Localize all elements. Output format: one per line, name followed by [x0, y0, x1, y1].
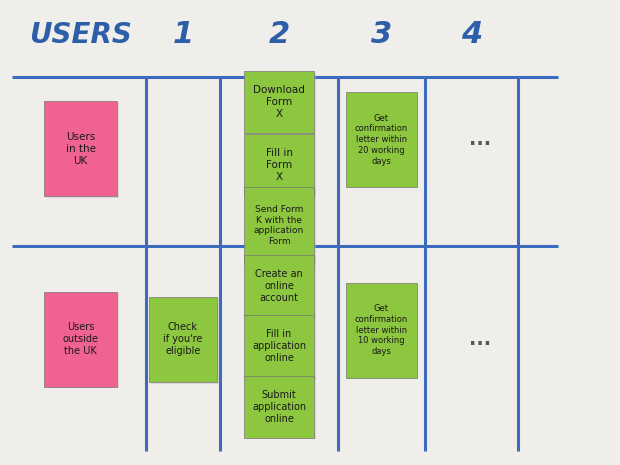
FancyBboxPatch shape [43, 292, 118, 387]
Text: USERS: USERS [29, 21, 132, 49]
Text: Download
Form
X: Download Form X [253, 85, 305, 120]
Text: ...: ... [469, 330, 492, 349]
FancyBboxPatch shape [149, 297, 217, 382]
Text: Send Form
K with the
application
Form: Send Form K with the application Form [254, 205, 304, 246]
FancyBboxPatch shape [244, 134, 314, 196]
FancyBboxPatch shape [246, 317, 316, 379]
Text: Get
confirmation
letter within
10 working
days: Get confirmation letter within 10 workin… [355, 304, 408, 356]
Text: 2: 2 [268, 20, 290, 49]
Text: ...: ... [469, 130, 492, 149]
Text: 3: 3 [371, 20, 392, 49]
FancyBboxPatch shape [46, 103, 119, 198]
Text: Check
if you're
eligible: Check if you're eligible [163, 322, 203, 357]
FancyBboxPatch shape [346, 92, 417, 187]
FancyBboxPatch shape [151, 298, 218, 384]
FancyBboxPatch shape [46, 293, 119, 388]
FancyBboxPatch shape [246, 256, 316, 319]
FancyBboxPatch shape [244, 376, 314, 438]
Text: 4: 4 [461, 20, 482, 49]
FancyBboxPatch shape [244, 187, 314, 264]
FancyBboxPatch shape [244, 71, 314, 133]
Text: Fill in
application
online: Fill in application online [252, 329, 306, 364]
FancyBboxPatch shape [246, 189, 316, 265]
Text: Submit
application
online: Submit application online [252, 390, 306, 424]
FancyBboxPatch shape [244, 255, 314, 317]
FancyBboxPatch shape [348, 93, 419, 188]
FancyBboxPatch shape [346, 283, 417, 378]
FancyBboxPatch shape [246, 377, 316, 439]
Text: Fill in
Form
X: Fill in Form X [265, 148, 293, 182]
FancyBboxPatch shape [246, 135, 316, 198]
Text: Users
outside
the UK: Users outside the UK [63, 322, 99, 357]
Text: Create an
online
account: Create an online account [255, 269, 303, 303]
Text: Get
confirmation
letter within
20 working
days: Get confirmation letter within 20 workin… [355, 113, 408, 166]
FancyBboxPatch shape [43, 101, 118, 196]
FancyBboxPatch shape [348, 284, 419, 379]
FancyBboxPatch shape [244, 315, 314, 378]
Text: Users
in the
UK: Users in the UK [66, 132, 95, 166]
Text: 1: 1 [172, 20, 193, 49]
FancyBboxPatch shape [246, 73, 316, 135]
